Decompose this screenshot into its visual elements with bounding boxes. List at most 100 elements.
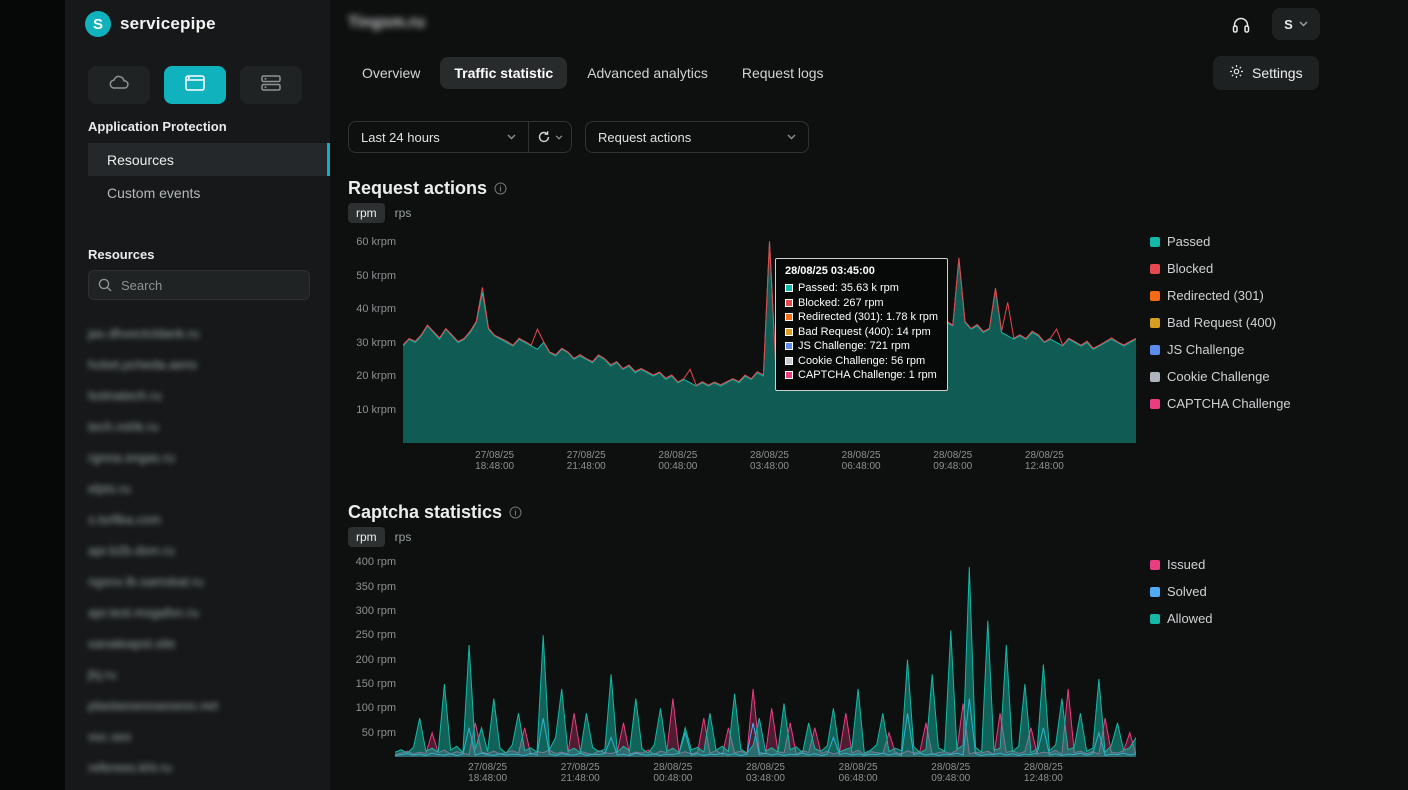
module-application-protection-button[interactable] [164, 66, 226, 104]
chart-tooltip: 28/08/25 03:45:00 Passed: 35.63 k rpmBlo… [775, 258, 948, 391]
y-axis-label: 200 rpm [348, 654, 396, 666]
settings-label: Settings [1252, 65, 1303, 81]
legend-item-captcha-challenge[interactable]: CAPTCHA Challenge [1150, 396, 1291, 411]
request-actions-select[interactable]: Request actions [585, 121, 809, 153]
unit-rpm-toggle[interactable]: rpm [348, 203, 385, 223]
x-axis-label: 28/08/2509:48:00 [918, 450, 988, 472]
legend-item-passed[interactable]: Passed [1150, 234, 1291, 249]
chevron-down-icon [1299, 21, 1308, 27]
tab-request-logs[interactable]: Request logs [728, 57, 838, 89]
tooltip-row-cookie-challenge: Cookie Challenge: 56 rpm [785, 354, 938, 369]
resource-item[interactable]: plastassessassess.net [88, 690, 318, 721]
request-actions-title: Request actions i [348, 178, 507, 199]
resource-item[interactable]: sanateapst.site [88, 628, 318, 659]
legend-label: Passed [1167, 234, 1210, 249]
captcha-chart-unit-toggle: rpm rps [348, 527, 419, 547]
x-axis-label-date: 28/08/25 [643, 450, 713, 461]
x-axis-label-time: 12:48:00 [1009, 461, 1079, 472]
sidebar-item-custom-events[interactable]: Custom events [88, 176, 330, 209]
resource-item[interactable]: tech.nshk.ru [88, 411, 318, 442]
legend-item-issued[interactable]: Issued [1150, 557, 1213, 572]
x-axis-label-time: 00:48:00 [638, 773, 708, 784]
y-axis-label: 50 krpm [348, 270, 396, 282]
resource-item[interactable]: elpts.ru [88, 473, 318, 504]
legend-item-allowed[interactable]: Allowed [1150, 611, 1213, 626]
legend-item-redirected-301[interactable]: Redirected (301) [1150, 288, 1291, 303]
resource-item[interactable]: rgnna.sngas.ru [88, 442, 318, 473]
resource-item[interactable]: apr.test.msgafsn.ru [88, 597, 318, 628]
legend-swatch [1150, 264, 1160, 274]
tooltip-text: Redirected (301): 1.78 k rpm [798, 310, 938, 325]
resource-item[interactable]: lsstnatech.ru [88, 380, 318, 411]
gear-icon [1229, 64, 1244, 82]
x-axis-label-date: 28/08/25 [638, 762, 708, 773]
module-ddos-protection-button[interactable] [88, 66, 150, 104]
x-axis-label-time: 00:48:00 [643, 461, 713, 472]
page-title: Tingsm.ru [348, 14, 425, 32]
x-axis-label: 28/08/2500:48:00 [638, 762, 708, 784]
tooltip-swatch [785, 328, 793, 336]
tab-traffic-statistic[interactable]: Traffic statistic [440, 57, 567, 89]
x-axis-label-date: 28/08/25 [823, 762, 893, 773]
unit-rpm-toggle[interactable]: rpm [348, 527, 385, 547]
refresh-button[interactable] [528, 122, 571, 152]
avatar: S [1284, 17, 1293, 32]
tab-advanced-analytics[interactable]: Advanced analytics [573, 57, 722, 89]
x-axis-label: 28/08/2509:48:00 [916, 762, 986, 784]
resource-item[interactable]: hcket.pcheda.aens [88, 349, 318, 380]
x-axis-label: 27/08/2518:48:00 [460, 450, 530, 472]
x-axis-label-date: 28/08/25 [916, 762, 986, 773]
y-axis-label: 40 krpm [348, 303, 396, 315]
passed-series-area [403, 242, 1136, 443]
support-button[interactable] [1226, 12, 1256, 38]
search-input[interactable] [88, 270, 310, 300]
legend-swatch [1150, 560, 1160, 570]
tooltip-swatch [785, 299, 793, 307]
unit-rps-toggle[interactable]: rps [387, 203, 420, 223]
time-range-select[interactable]: Last 24 hours [349, 122, 528, 152]
sidebar-item-resources[interactable]: Resources [88, 143, 330, 176]
x-axis-label-date: 28/08/25 [1008, 762, 1078, 773]
legend-item-bad-request-400[interactable]: Bad Request (400) [1150, 315, 1291, 330]
legend-label: Redirected (301) [1167, 288, 1264, 303]
x-axis: 27/08/2518:48:0027/08/2521:48:0028/08/25… [395, 762, 1136, 786]
resource-item[interactable]: apr.b2b.dsm.ru [88, 535, 318, 566]
tooltip-rows: Passed: 35.63 k rpmBlocked: 267 rpmRedir… [785, 281, 938, 383]
time-range-control: Last 24 hours [348, 121, 572, 153]
x-axis-label-time: 12:48:00 [1008, 773, 1078, 784]
resource-item[interactable]: s.tsrfika.com [88, 504, 318, 535]
y-axis-label: 20 krpm [348, 370, 396, 382]
legend-item-cookie-challenge[interactable]: Cookie Challenge [1150, 369, 1291, 384]
y-axis-label: 400 rpm [348, 556, 396, 568]
resource-item[interactable]: ngsnx.lb.samskat.ru [88, 566, 318, 597]
x-axis-label-time: 18:48:00 [460, 461, 530, 472]
account-menu-button[interactable]: S [1272, 8, 1320, 40]
unit-rps-toggle[interactable]: rps [387, 527, 420, 547]
resource-item[interactable]: jhj.ru [88, 659, 318, 690]
resource-item[interactable]: jas.dhvectcldank.ru [88, 318, 318, 349]
tooltip-row-captcha-challenge: CAPTCHA Challenge: 1 rpm [785, 368, 938, 383]
legend-item-solved[interactable]: Solved [1150, 584, 1213, 599]
x-axis-label-date: 27/08/25 [453, 762, 523, 773]
legend-label: Blocked [1167, 261, 1213, 276]
request-actions-chart[interactable] [403, 232, 1136, 443]
resource-item[interactable]: ssc.ses [88, 721, 318, 752]
module-infrastructure-protection-button[interactable] [240, 66, 302, 104]
resource-item[interactable]: referees.kht.ru [88, 752, 318, 783]
tooltip-row-blocked: Blocked: 267 rpm [785, 296, 938, 311]
y-axis-label: 100 rpm [348, 702, 396, 714]
y-axis-label: 50 rpm [348, 727, 396, 739]
tab-overview[interactable]: Overview [348, 57, 434, 89]
legend-item-js-challenge[interactable]: JS Challenge [1150, 342, 1291, 357]
main-content: Tingsm.ru S OverviewTraffic statisticAdv… [330, 0, 1408, 790]
captcha-statistics-chart[interactable] [395, 555, 1136, 757]
legend-swatch [1150, 399, 1160, 409]
request-actions-value: Request actions [598, 130, 691, 145]
legend-item-blocked[interactable]: Blocked [1150, 261, 1291, 276]
x-axis-label: 28/08/2500:48:00 [643, 450, 713, 472]
sidebar: S servicepipe [65, 0, 330, 790]
resource-name-redacted: apr.b2b.dsm.ru [88, 543, 175, 558]
settings-button[interactable]: Settings [1213, 56, 1319, 90]
tooltip-swatch [785, 371, 793, 379]
tooltip-swatch [785, 313, 793, 321]
